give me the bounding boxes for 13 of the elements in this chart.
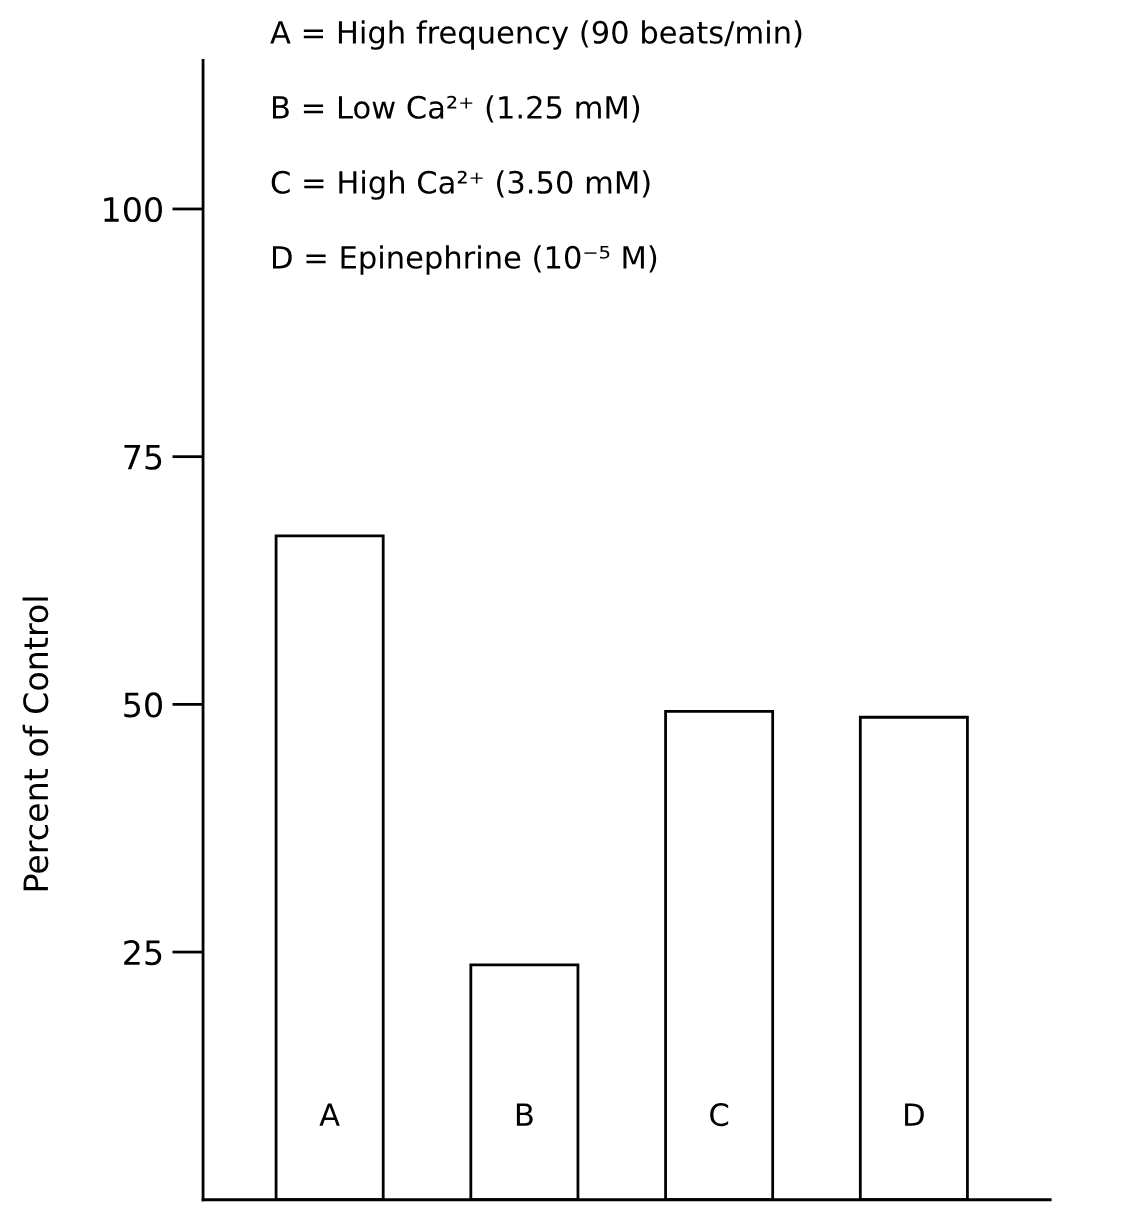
- y-tick-label: 100: [104, 196, 162, 223]
- y-axis-title: Percent of Control: [22, 597, 49, 891]
- text: A = High frequency (90 beats/min): [270, 20, 802, 50]
- annotation: B = Low Ca²⁺ (1.25 mM): [273, 95, 640, 123]
- x-tick-label: B: [516, 1103, 533, 1126]
- x-tick-label: D: [905, 1103, 924, 1126]
- y-tick-label: 25: [124, 939, 162, 966]
- annotation: D = Epinephrine (10⁻⁵ M): [273, 245, 657, 275]
- annotation: C = High Ca²⁺ (3.50 mM): [271, 170, 650, 200]
- y-tick-label: 50: [124, 692, 162, 718]
- x-tick-label: A: [319, 1103, 340, 1126]
- y-tick-label: 75: [124, 445, 162, 470]
- x-tick-label: C: [710, 1103, 729, 1127]
